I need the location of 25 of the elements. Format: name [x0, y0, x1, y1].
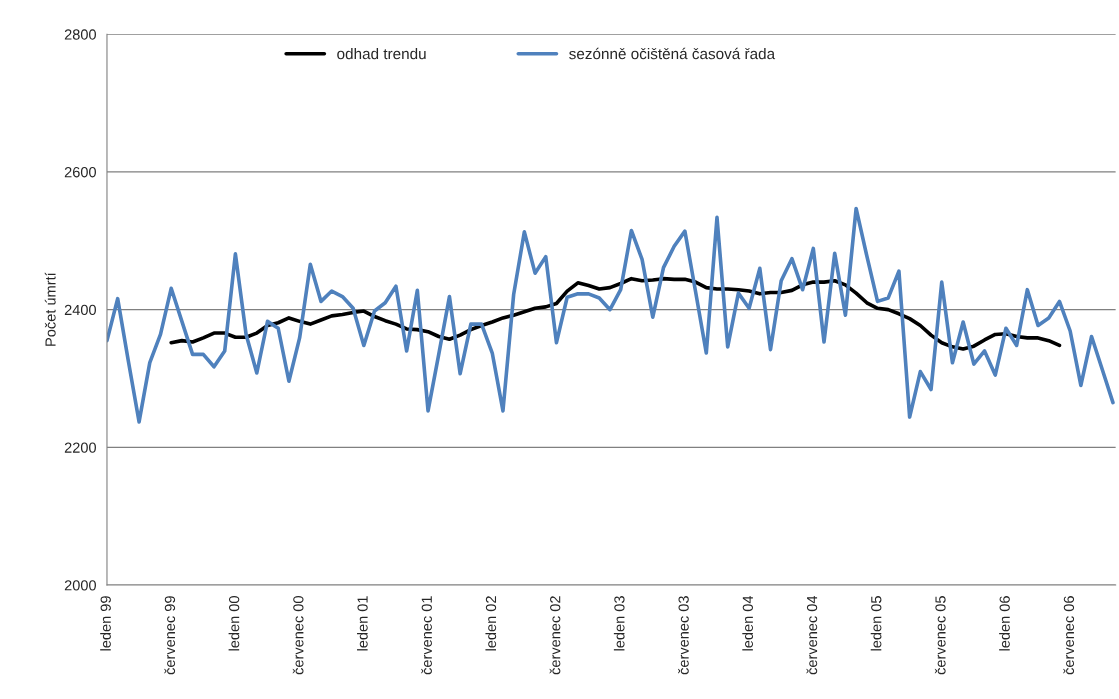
y-tick-label: 2200	[64, 442, 96, 453]
y-tick-label: 2000	[64, 580, 96, 591]
x-tick-label: leden 00	[228, 596, 240, 651]
x-tick-label: leden 04	[742, 595, 754, 651]
line-series	[106, 206, 1115, 424]
x-tick-label: leden 01	[357, 596, 368, 651]
x-tick-label: červenec 05	[934, 596, 946, 675]
y-tick-label: 2800	[64, 29, 96, 40]
x-tick-label: červenec 04	[806, 595, 818, 675]
legend-label: odhad trendu	[337, 48, 426, 60]
y-axis-title: Počet úmrtí	[44, 272, 56, 346]
x-tick-label: leden 06	[999, 596, 1010, 651]
y-tick-label: 2400	[64, 304, 96, 316]
x-tick-label: červenec 03	[678, 596, 689, 675]
legend-label: sezónně očištěná časová řada	[569, 47, 776, 60]
x-tick-label: leden 02	[485, 596, 497, 651]
x-tick-label: červenec 02	[549, 596, 561, 675]
x-tick-label: červenec 00	[292, 596, 304, 675]
x-tick-label: leden 03	[613, 596, 625, 651]
x-tick-label: červenec 06	[1063, 596, 1075, 675]
x-tick-label: leden 99	[100, 596, 111, 651]
y-tick-label: 2600	[64, 167, 96, 178]
x-tick-label: červenec 01	[421, 596, 432, 675]
x-tick-label: červenec 99	[164, 596, 176, 675]
x-tick-label: leden 05	[870, 596, 882, 651]
